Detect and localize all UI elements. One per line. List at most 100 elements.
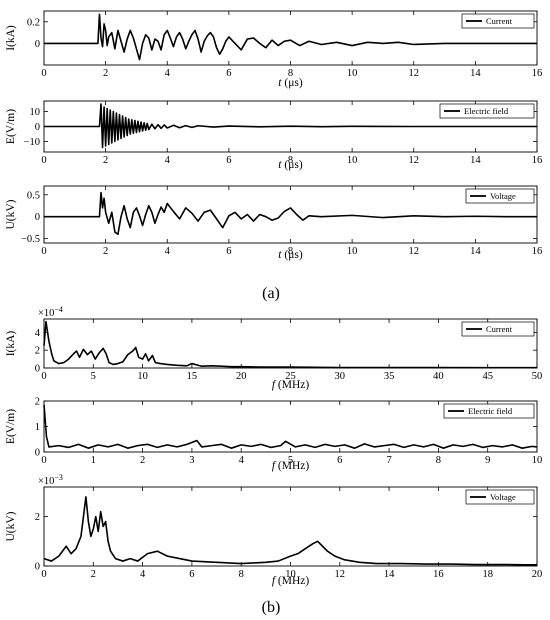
legend-entry: Current [486,324,513,334]
y-axis-label: I(kA) [5,331,17,357]
x-tick-label: 4 [140,569,146,580]
x-tick-label: 12 [409,155,420,166]
x-axis-label: f (MHz) [272,379,310,391]
series-line-current [44,13,537,61]
x-axis-variable: f [272,460,278,472]
y-tick-label: 0 [35,562,40,573]
x-tick-label: 15 [187,371,198,382]
x-tick-label: 0 [41,569,46,580]
chart-b3: 0 2 4 6 8 10 12 14 16 18 20 0 2 U(kV) f (MHz) ×10−3 Volt… [5,473,542,587]
x-tick-label: 16 [532,246,543,257]
x-tick-label: 12 [409,68,420,79]
series-line-current [43,320,537,369]
legend-box [439,103,535,119]
x-tick-label: 14 [470,246,481,257]
y-tick-label: 10 [30,107,41,118]
y-tick-label: 0.5 [27,190,40,201]
y-axis-label: U(kV) [5,199,17,229]
panel-label-a: (a) [262,285,280,302]
x-tick-label: 2 [140,455,145,466]
x-axis-label: t (μs) [278,249,303,261]
x-tick-label: 2 [103,246,108,257]
y-tick-label: 4 [35,328,41,339]
x-tick-label: 45 [482,371,493,382]
chart-a3: 0 2 4 6 8 10 12 14 16−0.500.5U(kV)t (μs)Voltage [5,185,543,261]
x-tick-label: 8 [436,455,441,466]
x-axis-variable: f [272,575,278,587]
scale-exponent: −4 [54,305,63,314]
x-tick-label: 14 [470,68,481,79]
y-tick-label: −10 [24,137,40,148]
y-axis-label: E(V/m) [5,409,17,444]
x-tick-label: 8 [288,246,293,257]
x-tick-label: 6 [189,569,194,580]
y-tick-label: 2 [35,397,40,408]
x-axis-label: t (μs) [278,159,303,171]
chart-b1: 0 5 10 15 20 25 30 35 40 45 50 0 2 4 I(kA) f (MHz) ×10−4… [5,305,542,391]
x-axis-variable: t [278,77,284,89]
x-tick-label: 35 [384,371,395,382]
y-tick-label: 2 [35,346,40,357]
x-tick-label: 4 [165,155,171,166]
x-axis-variable: f [272,379,278,391]
x-tick-label: 6 [226,155,231,166]
y-tick-label: 0 [35,364,40,375]
x-axis-unit: (MHz) [278,460,309,472]
panel-label-b: (b) [262,599,281,616]
legend-box [461,321,535,337]
x-tick-label: 0 [41,455,46,466]
legend-entry: Electric field [468,406,513,416]
legend-entry: Current [486,16,513,26]
x-axis-label: f (MHz) [272,460,310,472]
series-line-voltage [44,191,537,236]
scale-exponent: −3 [54,473,63,482]
x-tick-label: 14 [384,569,395,580]
legend-box [443,403,535,419]
x-axis-label: t (μs) [278,77,303,89]
y-tick-label: −0.5 [21,234,40,245]
x-tick-label: 18 [482,569,493,580]
x-axis-label: f (MHz) [272,575,310,587]
x-tick-label: 12 [335,569,346,580]
x-tick-label: 50 [532,371,543,382]
x-axis-unit: (μs) [284,77,302,89]
x-tick-label: 12 [409,246,420,257]
x-tick-label: 16 [433,569,444,580]
x-tick-label: 10 [347,155,358,166]
y-tick-label: 0.2 [27,17,40,28]
x-axis-variable: t [278,249,284,261]
x-tick-label: 0 [41,68,46,79]
x-tick-label: 10 [347,68,358,79]
x-tick-label: 10 [137,371,148,382]
x-tick-label: 10 [285,569,296,580]
plot-frame [43,486,538,567]
y-tick-label: 0 [35,212,40,223]
y-tick-label: 1 [35,422,40,433]
legend-entry: Voltage [490,191,516,201]
x-tick-label: 5 [288,455,293,466]
x-tick-label: 6 [337,455,342,466]
x-tick-label: 1 [91,455,96,466]
x-tick-label: 20 [236,371,247,382]
x-axis-unit: (μs) [284,159,302,171]
x-tick-label: 4 [165,68,171,79]
x-axis-unit: (MHz) [278,379,309,391]
series-line-electric-field [44,103,537,149]
x-tick-label: 2 [103,155,108,166]
y-axis-label: I(kA) [5,25,17,51]
legend-entry: Electric field [464,106,509,116]
x-tick-label: 10 [532,455,543,466]
x-tick-label: 0 [41,371,46,382]
x-tick-label: 7 [386,455,391,466]
x-tick-label: 8 [288,68,293,79]
x-tick-label: 6 [226,246,231,257]
y-tick-label: 0 [35,122,40,133]
chart-a1: 0 2 4 6 8 10 12 14 16 0 0.2 I(kA) t (μs) Current [5,10,542,89]
scale-multiplier: ×10−3 [38,473,63,487]
legend-box [465,489,535,505]
series-line-electric-field [43,404,538,449]
x-tick-label: 20 [532,569,543,580]
